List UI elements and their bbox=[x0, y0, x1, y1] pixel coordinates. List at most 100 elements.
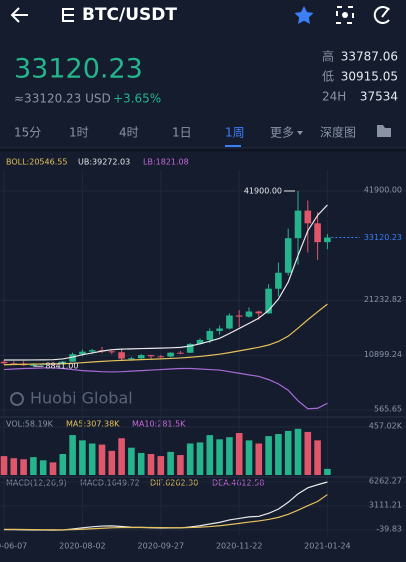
candle-body bbox=[216, 328, 223, 331]
share-icon[interactable] bbox=[373, 6, 390, 24]
tab[interactable]: 1周 bbox=[225, 126, 245, 140]
volume-bar bbox=[79, 440, 86, 475]
candle-body bbox=[30, 364, 37, 366]
y-tick-label: 41900.00 bbox=[364, 186, 402, 195]
back-button[interactable] bbox=[10, 7, 28, 23]
candle-body bbox=[304, 210, 312, 224]
tab[interactable]: 4时 bbox=[119, 126, 139, 140]
pair-title: BTC/USDT bbox=[82, 5, 177, 25]
volume-bar bbox=[128, 447, 135, 475]
watermark: Huobi Global bbox=[30, 389, 133, 408]
volume-bar bbox=[167, 451, 174, 475]
volume-bar bbox=[137, 452, 145, 475]
volume-bar bbox=[177, 455, 184, 475]
candle-body bbox=[324, 237, 331, 243]
volume-bar bbox=[196, 442, 204, 475]
tab[interactable]: 1时 bbox=[69, 126, 89, 140]
candle-body bbox=[275, 272, 282, 289]
candle-body bbox=[235, 315, 243, 317]
stat-value: 30915.05 bbox=[341, 70, 398, 84]
indicator-legend: MACD(12,26,9) bbox=[6, 479, 67, 488]
stat-label: 低 bbox=[322, 70, 334, 84]
volume-bar bbox=[118, 438, 125, 475]
tab[interactable]: 深度图 bbox=[320, 125, 356, 140]
candle-body bbox=[79, 351, 86, 355]
last-price: 33120.23 bbox=[14, 54, 143, 85]
dropdown-arrow bbox=[297, 131, 303, 135]
y-tick-label: 565.65 bbox=[374, 405, 402, 414]
dea-line bbox=[3, 494, 328, 531]
x-tick-label: 2020-06-07 bbox=[0, 542, 27, 551]
y-tick-label: 457.02K bbox=[369, 422, 403, 431]
volume-bar bbox=[108, 450, 116, 475]
min-label: 8841.00 bbox=[45, 362, 78, 371]
volume-bar bbox=[20, 459, 27, 475]
menu-icon[interactable] bbox=[62, 8, 74, 22]
candle-body bbox=[137, 355, 145, 359]
indicator-legend: LB:1821.08 bbox=[143, 158, 189, 167]
volume-bar bbox=[324, 468, 331, 475]
y-tick-label: -39.83 bbox=[376, 525, 402, 534]
favorite-star[interactable] bbox=[294, 6, 314, 24]
candle-body bbox=[226, 315, 233, 329]
volume-bar bbox=[186, 443, 194, 475]
volume-bar bbox=[39, 460, 47, 475]
candle-body bbox=[59, 361, 67, 365]
max-label: 41900.00 bbox=[244, 187, 282, 196]
candle-body bbox=[118, 352, 125, 359]
candle-body bbox=[0, 361, 8, 364]
current-price-label: 33120.23 bbox=[364, 233, 402, 242]
candle-body bbox=[294, 210, 302, 239]
tab[interactable]: 更多 bbox=[270, 126, 294, 140]
y-tick-label: 3111.21 bbox=[369, 501, 402, 510]
indicator-legend: DIF:6262.30 bbox=[150, 479, 198, 488]
candle-body bbox=[177, 352, 184, 354]
volume-bar bbox=[245, 440, 253, 475]
volume-bar bbox=[49, 462, 57, 475]
indicator-legend: UB:39272.03 bbox=[78, 158, 130, 167]
candle-body bbox=[108, 351, 116, 353]
y-tick-label: 21232.82 bbox=[364, 295, 402, 304]
volume-bar bbox=[147, 453, 155, 475]
indicator-legend: VOL:58.19K bbox=[6, 420, 54, 429]
tab-underline bbox=[225, 145, 241, 147]
stat-label: 高 bbox=[322, 49, 334, 64]
x-tick-label: 2020-11-22 bbox=[216, 542, 263, 551]
volume-bar bbox=[235, 432, 243, 475]
candle-body bbox=[284, 238, 292, 273]
y-tick-label: 6262.27 bbox=[369, 477, 402, 486]
candle-body bbox=[196, 339, 204, 344]
volume-bar bbox=[0, 456, 8, 475]
scan-dot bbox=[342, 12, 348, 18]
volume-bar bbox=[30, 457, 37, 475]
x-tick-label: 2020-08-02 bbox=[59, 542, 106, 551]
tab[interactable]: 15分 bbox=[14, 126, 41, 140]
indicator-legend: DEA:4612.58 bbox=[212, 479, 264, 488]
tab[interactable]: 1日 bbox=[172, 126, 192, 140]
volume-bar bbox=[157, 456, 165, 475]
candle-body bbox=[245, 311, 253, 317]
volume-bar bbox=[284, 430, 292, 475]
volume-bar bbox=[275, 434, 282, 475]
indicator-legend: BOLL:20546.55 bbox=[6, 158, 67, 167]
volume-bar bbox=[226, 437, 233, 475]
candle-body bbox=[206, 330, 214, 340]
volume-bar bbox=[59, 453, 67, 475]
candle-body bbox=[69, 354, 76, 362]
scan-icon[interactable] bbox=[336, 6, 354, 24]
volume-bar bbox=[304, 431, 312, 475]
settings-icon[interactable] bbox=[377, 125, 391, 137]
x-tick-label: 2020-09-27 bbox=[138, 542, 185, 551]
volume-bar bbox=[314, 440, 321, 475]
watermark-logo bbox=[10, 392, 24, 406]
candle-body bbox=[186, 343, 194, 353]
volume-bar bbox=[69, 435, 76, 475]
indicator-legend: MA5:307.38K bbox=[66, 420, 120, 429]
volume-bar bbox=[265, 436, 272, 475]
stat-label: 24H bbox=[322, 90, 346, 104]
candle-body bbox=[88, 350, 96, 352]
volume-bar bbox=[10, 458, 18, 475]
candle-body bbox=[314, 223, 321, 243]
boll-line bbox=[3, 367, 328, 410]
